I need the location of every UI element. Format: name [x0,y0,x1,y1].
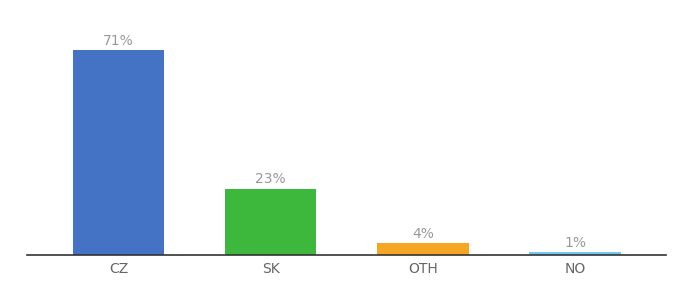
Text: 4%: 4% [412,227,434,241]
Bar [225,189,316,255]
Bar [377,243,469,255]
Bar [530,252,621,255]
Text: 23%: 23% [256,172,286,186]
Text: 1%: 1% [564,236,586,250]
Bar [73,50,164,255]
Text: 71%: 71% [103,34,134,48]
